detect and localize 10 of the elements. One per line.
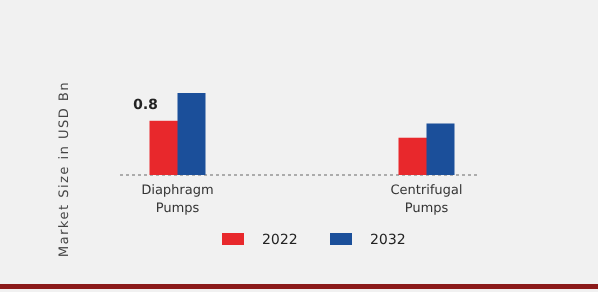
- y-axis-title: Market Size in USD Bn: [57, 80, 72, 258]
- data-label: 0.8: [133, 96, 158, 113]
- bar: [178, 93, 206, 175]
- x-tick-label: Diaphragm Pumps: [141, 183, 214, 216]
- x-tick-label: Centrifugal Pumps: [390, 183, 463, 216]
- legend-label: 2032: [370, 232, 406, 248]
- bar: [426, 123, 454, 175]
- bar: [398, 138, 426, 175]
- bar: [150, 120, 178, 175]
- legend-label: 2022: [262, 232, 298, 248]
